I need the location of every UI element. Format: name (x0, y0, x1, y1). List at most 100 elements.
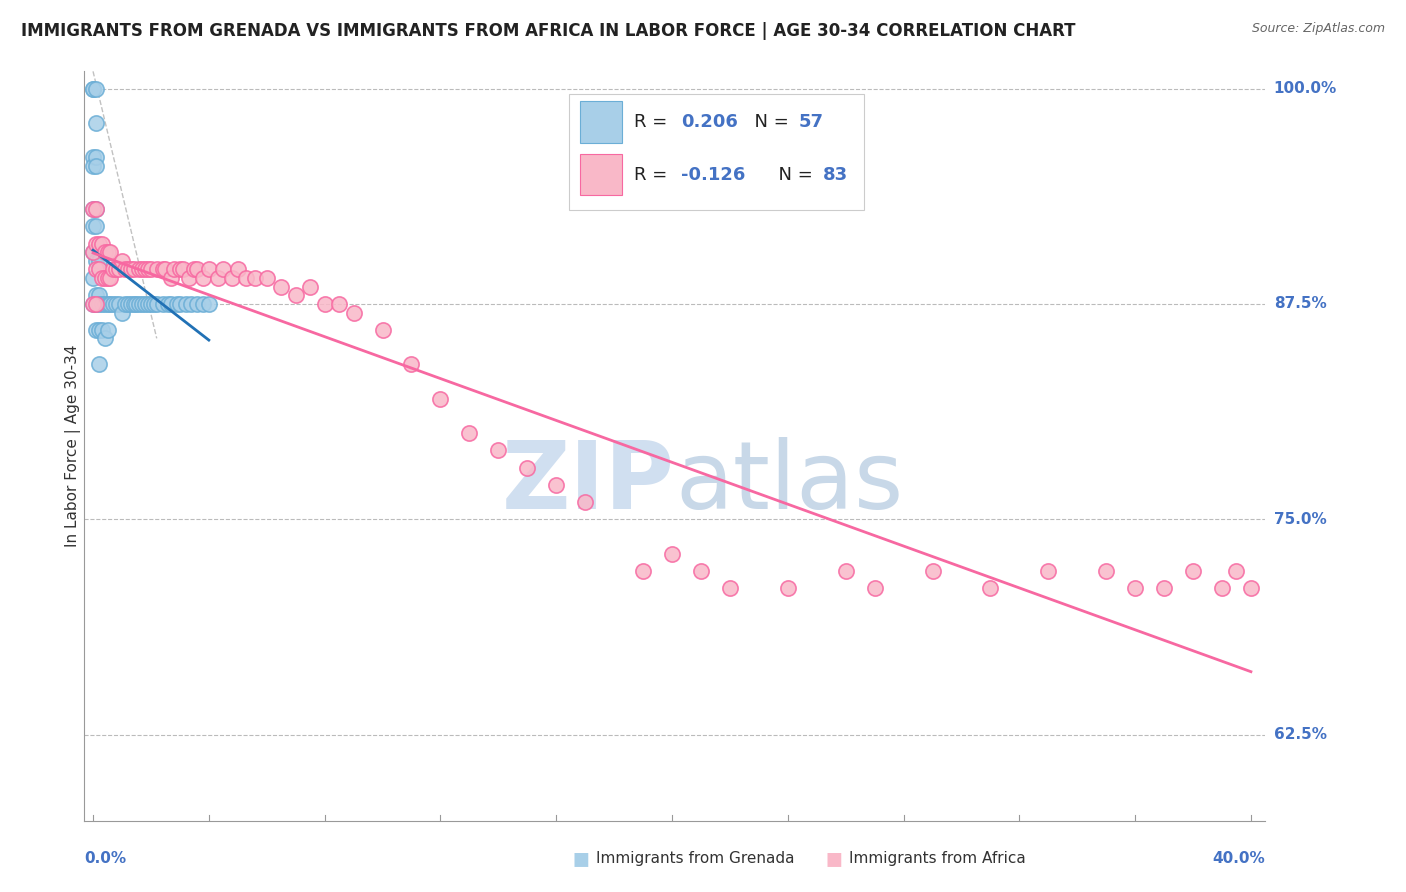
Point (235, 271, 257, 285)
Point (690, 564, 713, 578)
Point (136, 262, 159, 277)
Point (169, 262, 191, 277)
Point (100, 245, 122, 260)
Point (103, 297, 125, 311)
Point (87, 253, 110, 268)
Point (152, 297, 174, 311)
Point (979, 581, 1001, 595)
Text: N =: N = (768, 166, 818, 184)
Point (921, 564, 943, 578)
Point (160, 271, 183, 285)
Point (186, 262, 208, 277)
Text: 57: 57 (799, 113, 824, 131)
Point (82, 81, 104, 95)
Point (243, 271, 266, 285)
Point (105, 297, 128, 311)
Point (401, 357, 423, 371)
Point (87, 236, 110, 251)
Point (111, 305, 134, 319)
Point (328, 297, 350, 311)
Point (108, 297, 131, 311)
Point (1123, 581, 1146, 595)
FancyBboxPatch shape (581, 153, 621, 195)
Point (186, 297, 208, 311)
Point (87, 297, 110, 311)
Point (134, 297, 156, 311)
Text: 75.0%: 75.0% (1274, 512, 1326, 526)
Text: ▪: ▪ (825, 844, 844, 872)
Point (84, 262, 107, 277)
Point (546, 477, 568, 491)
Point (1268, 719, 1291, 733)
Point (82, 271, 104, 285)
Point (429, 392, 451, 406)
Point (152, 262, 174, 277)
Point (108, 262, 131, 277)
Point (90, 323, 112, 337)
Point (125, 297, 148, 311)
Point (82, 81, 104, 95)
Point (142, 297, 165, 311)
Point (1182, 564, 1205, 578)
Point (131, 262, 153, 277)
Point (96, 245, 118, 260)
Text: 83: 83 (823, 166, 848, 184)
Point (1240, 581, 1263, 595)
Text: Immigrants from Africa: Immigrants from Africa (849, 851, 1026, 865)
Point (82, 245, 104, 260)
Point (105, 262, 128, 277)
Point (1326, 719, 1348, 733)
Point (84, 81, 107, 95)
Point (183, 262, 205, 277)
Point (84, 151, 107, 165)
Text: R =: R = (634, 113, 672, 131)
FancyBboxPatch shape (581, 102, 621, 143)
Point (834, 564, 856, 578)
Point (120, 262, 142, 277)
Point (863, 581, 886, 595)
Point (191, 297, 214, 311)
Point (160, 297, 183, 311)
Point (82, 297, 104, 311)
Point (114, 297, 136, 311)
Point (631, 564, 654, 578)
Point (87, 357, 110, 371)
Text: 40.0%: 40.0% (1212, 851, 1265, 866)
Point (212, 262, 235, 277)
Text: ZIP: ZIP (502, 437, 675, 530)
Point (96, 297, 118, 311)
Text: 0.206: 0.206 (681, 113, 738, 131)
Point (270, 279, 292, 293)
Point (299, 279, 322, 293)
Point (1095, 564, 1118, 578)
FancyBboxPatch shape (568, 94, 863, 210)
Point (155, 262, 177, 277)
Point (82, 202, 104, 216)
Text: Source: ZipAtlas.com: Source: ZipAtlas.com (1251, 22, 1385, 36)
Text: atlas: atlas (675, 437, 903, 530)
Text: 87.5%: 87.5% (1274, 296, 1326, 311)
Point (84, 236, 107, 251)
Point (122, 262, 145, 277)
Point (84, 288, 107, 302)
Text: R =: R = (634, 166, 672, 184)
Point (1153, 581, 1175, 595)
Point (84, 219, 107, 234)
Point (139, 297, 162, 311)
Point (82, 159, 104, 173)
Point (166, 297, 188, 311)
Point (93, 245, 115, 260)
Point (84, 116, 107, 130)
Point (207, 271, 229, 285)
Point (128, 262, 150, 277)
Text: IMMIGRANTS FROM GRENADA VS IMMIGRANTS FROM AFRICA IN LABOR FORCE | AGE 30-34 COR: IMMIGRANTS FROM GRENADA VS IMMIGRANTS FR… (21, 22, 1076, 40)
Point (103, 262, 125, 277)
Point (114, 262, 136, 277)
Point (131, 297, 153, 311)
Point (139, 262, 162, 277)
Point (84, 202, 107, 216)
Point (120, 297, 142, 311)
Point (163, 262, 186, 277)
Point (198, 297, 221, 311)
Point (84, 323, 107, 337)
